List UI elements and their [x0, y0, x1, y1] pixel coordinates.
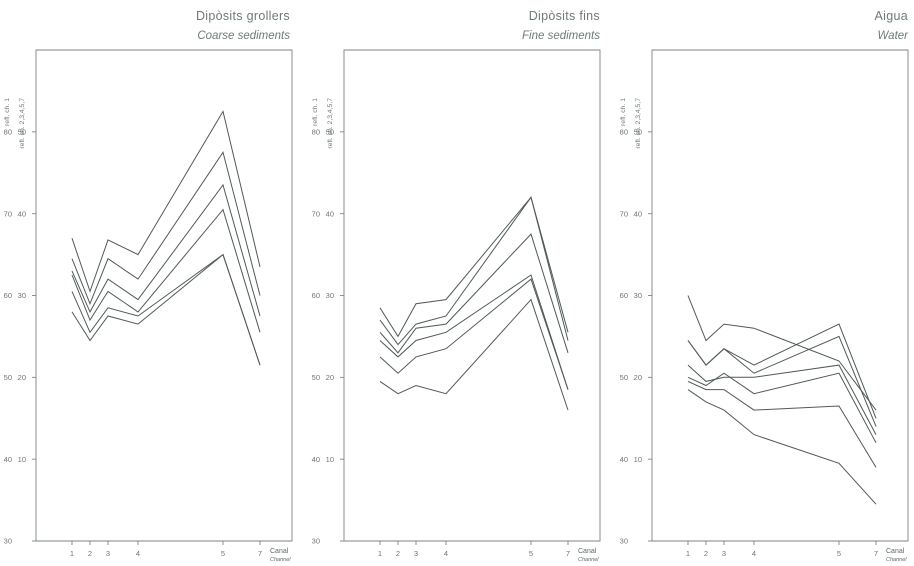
y-tick-label-inner: 30: [634, 291, 642, 300]
series-line-5: [687, 372, 877, 444]
y-axis-label-outer: refl. ch. 1: [312, 98, 319, 126]
x-tick-label: 2: [396, 549, 400, 558]
x-tick-label: 5: [221, 549, 225, 558]
plot-frame: [35, 49, 293, 542]
series-line-2: [687, 323, 877, 419]
y-tick-label-outer: 80: [4, 127, 12, 136]
y-axis-label-inner: refl. ch. 2,3,4,5,7: [635, 98, 642, 149]
y-axis-label-inner: refl. ch. 2,3,4,5,7: [327, 98, 334, 149]
x-tick-label: 2: [88, 549, 92, 558]
x-tick-label: 7: [258, 549, 262, 558]
x-tick-label: 1: [686, 549, 690, 558]
y-tick-label-outer: 40: [312, 455, 320, 464]
x-axis-label: Canal: [578, 548, 597, 555]
series-line-2: [71, 151, 261, 306]
series-line-3: [379, 233, 569, 354]
series-line-6: [687, 380, 877, 468]
chart-panel-2: Dipòsits fins Fine sediments 30 40 50 60 70 80 1…: [312, 9, 601, 563]
chart-subtitle: Coarse sediments: [197, 30, 290, 42]
x-tick-label: 3: [106, 549, 110, 558]
plot-frame: [343, 49, 601, 542]
y-tick-label-inner: 50: [634, 127, 642, 136]
y-tick-label-outer: 30: [312, 537, 320, 546]
y-tick-label-outer: 30: [620, 537, 628, 546]
series-line-7: [687, 389, 877, 505]
series-line-1: [687, 295, 877, 411]
series-line-6: [379, 298, 569, 411]
y-tick-label-outer: 50: [312, 373, 320, 382]
y-tick-label-outer: 60: [620, 291, 628, 300]
y-tick-label-inner: 50: [326, 127, 334, 136]
y-tick-label-outer: 60: [4, 291, 12, 300]
x-tick-label: 7: [874, 549, 878, 558]
series-line-3: [71, 183, 261, 317]
y-axis-label-outer: refl. ch. 1: [4, 98, 11, 126]
series-line-4: [71, 208, 261, 333]
y-axis-label-outer: refl. ch. 1: [620, 98, 627, 126]
y-tick-label-inner: 20: [634, 373, 642, 382]
series-line-5: [379, 278, 569, 390]
y-tick-label-inner: 20: [18, 373, 26, 382]
chart-title: Dipòsits grollers: [196, 9, 290, 23]
y-tick-label-outer: 40: [620, 455, 628, 464]
y-tick-label-outer: 50: [620, 373, 628, 382]
x-tick-label: 3: [414, 549, 418, 558]
y-tick-label-outer: 50: [4, 373, 12, 382]
chart-title: Aigua: [875, 9, 908, 23]
x-tick-label: 1: [70, 549, 74, 558]
y-tick-label-inner: 10: [326, 455, 334, 464]
x-axis-label: Canal: [270, 548, 289, 555]
plot-frame: [651, 49, 909, 542]
y-tick-label-inner: 40: [326, 209, 334, 218]
y-tick-label-outer: 40: [4, 455, 12, 464]
series-line-6: [71, 253, 261, 366]
x-axis-sublabel: Channel: [886, 557, 907, 563]
y-tick-label-inner: 10: [634, 455, 642, 464]
y-axis-label-inner: refl. ch. 2,3,4,5,7: [19, 98, 26, 149]
x-tick-label: 3: [722, 549, 726, 558]
x-axis-label: Canal: [886, 548, 905, 555]
series-line-2: [379, 196, 569, 346]
y-tick-label-inner: 10: [18, 455, 26, 464]
y-tick-label-outer: 70: [4, 209, 12, 218]
x-tick-label: 1: [378, 549, 382, 558]
series-line-1: [379, 196, 569, 338]
chart-subtitle: Fine sediments: [522, 30, 600, 42]
chart-title: Dipòsits fins: [529, 9, 600, 23]
x-tick-label: 5: [837, 549, 841, 558]
y-tick-label-outer: 80: [620, 127, 628, 136]
y-tick-label-inner: 30: [326, 291, 334, 300]
y-tick-label-inner: 30: [18, 291, 26, 300]
series-line-4: [379, 274, 569, 390]
series-line-5: [71, 253, 261, 366]
series-line-3: [687, 335, 877, 427]
series-line-1: [71, 110, 261, 293]
x-tick-label: 4: [136, 549, 140, 558]
y-tick-label-outer: 70: [312, 209, 320, 218]
x-tick-label: 2: [704, 549, 708, 558]
y-tick-label-outer: 60: [312, 291, 320, 300]
series-line-4: [687, 364, 877, 435]
x-tick-label: 5: [529, 549, 533, 558]
chart-panel-1: Dipòsits grollers Coarse sediments 30 40 50 6…: [4, 9, 293, 563]
x-axis-sublabel: Channel: [578, 557, 599, 563]
y-tick-label-outer: 70: [620, 209, 628, 218]
y-tick-label-inner: 40: [634, 209, 642, 218]
y-tick-label-outer: 30: [4, 537, 12, 546]
x-tick-label: 4: [752, 549, 756, 558]
y-tick-label-inner: 50: [18, 127, 26, 136]
x-tick-label: 4: [444, 549, 448, 558]
y-tick-label-outer: 80: [312, 127, 320, 136]
chart-subtitle: Water: [878, 30, 910, 42]
x-axis-sublabel: Channel: [270, 557, 291, 563]
x-tick-label: 7: [566, 549, 570, 558]
y-tick-label-inner: 20: [326, 373, 334, 382]
y-tick-label-inner: 40: [18, 209, 26, 218]
